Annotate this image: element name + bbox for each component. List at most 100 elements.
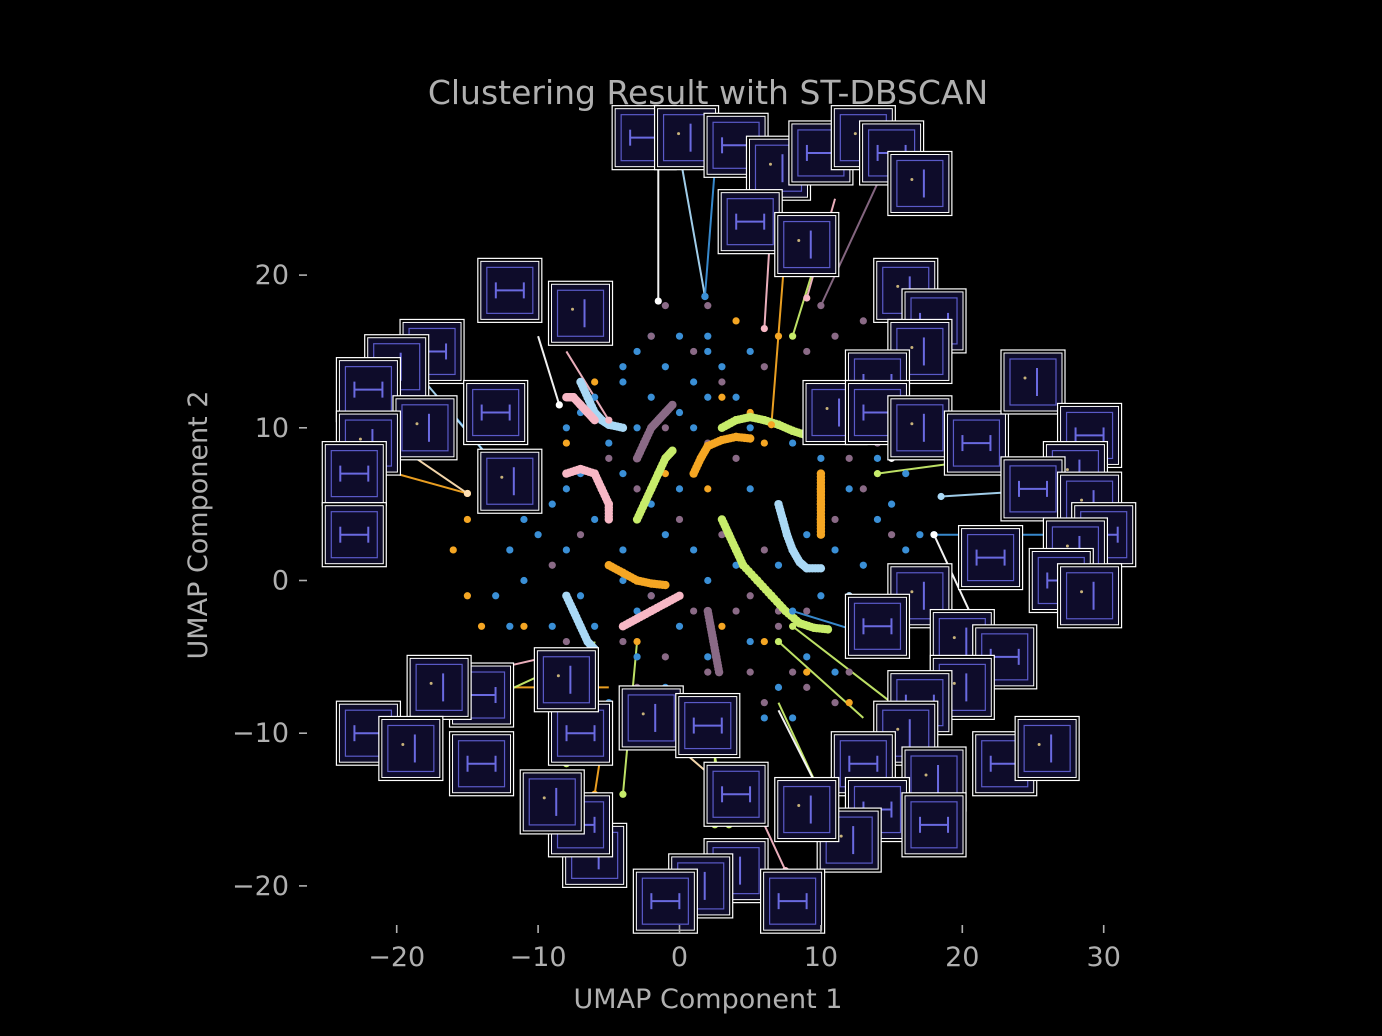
annotation-connector-line bbox=[537, 335, 561, 406]
cluster-point bbox=[604, 515, 613, 524]
scatter-point bbox=[845, 699, 853, 707]
scatter-point bbox=[661, 653, 669, 661]
annotation-anchor-point bbox=[605, 416, 613, 424]
scatter-point bbox=[817, 454, 825, 462]
thumbnail-maze-border bbox=[330, 511, 378, 559]
thumbnail-sprite bbox=[415, 422, 419, 426]
scatter-point bbox=[661, 302, 669, 310]
thumbnail-sprite bbox=[910, 345, 914, 349]
scatter-point bbox=[576, 592, 585, 600]
scatter-point bbox=[520, 576, 528, 585]
cluster-point bbox=[618, 423, 628, 432]
thumbnail-tile bbox=[774, 211, 840, 278]
scatter-point bbox=[534, 531, 542, 539]
scatter-point bbox=[760, 363, 768, 371]
scatter-point bbox=[704, 485, 712, 493]
scatter-point bbox=[463, 515, 471, 524]
scatter-point bbox=[463, 592, 471, 600]
cluster-point bbox=[746, 434, 755, 443]
thumbnail-maze-border bbox=[415, 663, 463, 711]
thumbnail-tile bbox=[703, 761, 769, 827]
thumbnail-maze-border bbox=[627, 694, 675, 742]
scatter-point bbox=[675, 485, 684, 493]
x-tick-label: 0 bbox=[671, 942, 688, 973]
scatter-point bbox=[746, 668, 754, 676]
cluster-point bbox=[823, 625, 833, 634]
annotation-anchor-point bbox=[774, 637, 783, 646]
thumbnail-maze-border bbox=[1065, 572, 1114, 620]
cluster-point bbox=[590, 415, 599, 425]
annotation-anchor-point bbox=[789, 622, 797, 630]
scatter-point bbox=[718, 378, 726, 386]
cluster-point bbox=[661, 580, 670, 590]
scatter-point bbox=[789, 439, 797, 447]
scatter-point bbox=[803, 653, 811, 661]
thumbnail-tile bbox=[477, 448, 543, 514]
axes: −20 −10 0 10 20 30 20 10 0 −10 −20 bbox=[232, 260, 1121, 973]
scatter-point bbox=[661, 424, 669, 432]
thumbnail-sprite bbox=[910, 422, 914, 426]
thumbnail-tile bbox=[632, 868, 698, 934]
annotation-anchor-point bbox=[555, 401, 563, 409]
scatter-point bbox=[774, 332, 783, 340]
thumbnail-sprite bbox=[1037, 742, 1041, 746]
thumbnail-sprite bbox=[641, 712, 645, 716]
thumbnail-maze-border bbox=[896, 159, 944, 208]
scatter-point bbox=[831, 546, 839, 554]
annotation-connector-line bbox=[703, 168, 716, 297]
thumbnail-tile bbox=[448, 731, 515, 797]
thumbnail-tile bbox=[1000, 456, 1066, 522]
scatter-point bbox=[732, 454, 740, 462]
thumbnail-tile bbox=[887, 150, 953, 217]
scatter-point bbox=[449, 546, 457, 554]
thumbnail-tile bbox=[321, 441, 387, 507]
thumbnail-maze-border bbox=[542, 656, 590, 704]
scatter-point bbox=[675, 622, 684, 630]
thumbnail-tile bbox=[406, 654, 472, 720]
thumbnail-maze-border bbox=[472, 388, 520, 437]
scatter-point bbox=[704, 347, 712, 356]
scatter-point bbox=[845, 485, 853, 493]
thumbnail-maze-border bbox=[528, 778, 576, 826]
scatter-point bbox=[803, 668, 811, 676]
thumbnail-inner-frame bbox=[777, 780, 837, 840]
thumbnail-maze-border bbox=[769, 877, 817, 925]
thumbnail-maze-border bbox=[641, 877, 689, 925]
scatter-point bbox=[916, 531, 924, 539]
scatter-point bbox=[859, 485, 867, 493]
scatter-point bbox=[506, 622, 514, 630]
scatter-point bbox=[873, 515, 882, 524]
thumbnail-tile bbox=[774, 776, 840, 843]
thumbnail-maze-border bbox=[387, 724, 435, 773]
thumbnail-maze-border bbox=[1009, 465, 1057, 513]
thumbnail-sprite bbox=[1023, 376, 1027, 380]
thumbnail-sprite bbox=[429, 681, 433, 685]
thumbnail-maze-border bbox=[910, 801, 958, 849]
thumbnail-sprite bbox=[1065, 544, 1069, 548]
scatter-point bbox=[789, 714, 797, 722]
annotation-anchor-point bbox=[767, 421, 776, 429]
scatter-point bbox=[817, 592, 825, 600]
scatter-point bbox=[633, 653, 641, 661]
scatter-point bbox=[803, 683, 811, 691]
series-cluster-arc-orange-center bbox=[689, 432, 755, 478]
cluster-point bbox=[714, 667, 724, 677]
scatter-point bbox=[760, 546, 768, 554]
scatter-point bbox=[746, 637, 754, 646]
thumbnail-sprite bbox=[896, 284, 900, 288]
thumbnail-tile bbox=[1056, 563, 1123, 629]
thumbnail-sprite bbox=[500, 475, 504, 479]
x-tick-label: −10 bbox=[510, 942, 567, 973]
thumbnail-sprite bbox=[1065, 468, 1069, 472]
series-cluster-arc-pink-left bbox=[562, 464, 613, 524]
thumbnail-maze-border bbox=[783, 785, 831, 834]
scatter-point bbox=[831, 699, 839, 707]
thumbnail-maze-border bbox=[684, 701, 732, 750]
scatter-point bbox=[619, 546, 627, 554]
scatter-point bbox=[859, 561, 867, 569]
scatter-point bbox=[704, 332, 712, 340]
thumbnail-inner-frame bbox=[551, 283, 611, 343]
scatter-point bbox=[633, 424, 641, 432]
scatter-point bbox=[845, 668, 853, 676]
annotation-anchor-point bbox=[760, 324, 768, 333]
